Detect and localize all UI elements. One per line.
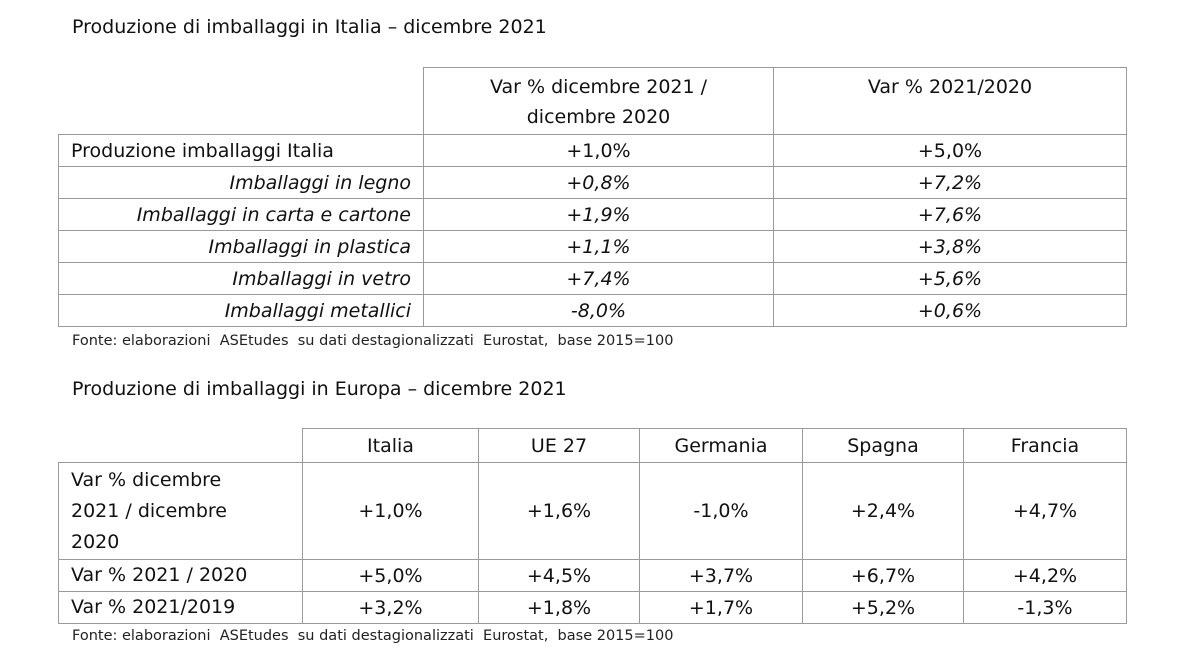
cell-francia-value: -1,3%: [963, 591, 1127, 624]
cell-germania-value: +3,7%: [639, 559, 803, 592]
cell-dec-value: +1,1%: [423, 230, 774, 263]
table-row: Imballaggi in plastica +1,1% +3,8%: [58, 230, 1127, 263]
cell-germania-value: -1,0%: [639, 462, 803, 560]
table-row: Var % 2021/2019 +3,2% +1,8% +1,7% +5,2% …: [58, 591, 1127, 624]
cell-spagna-value: +6,7%: [802, 559, 964, 592]
cell-italia-value: +1,0%: [302, 462, 479, 560]
cell-spagna-value: +2,4%: [802, 462, 964, 560]
header-cell-year-variation: Var % 2021/2020: [773, 67, 1127, 135]
table-header-row: Var % dicembre 2021 / dicembre 2020 Var …: [58, 67, 1127, 135]
cell-germania-value: +1,7%: [639, 591, 803, 624]
row-label: Produzione imballaggi Italia: [58, 134, 424, 167]
cell-year-value: +7,2%: [773, 166, 1127, 199]
row-label: Var % dicembre 2021 / dicembre 2020: [58, 462, 303, 560]
cell-year-value: +0,6%: [773, 294, 1127, 327]
cell-dec-value: -8,0%: [423, 294, 774, 327]
header-cell-dec-variation: Var % dicembre 2021 / dicembre 2020: [423, 67, 774, 135]
header-cell-empty: [58, 428, 303, 463]
table-row: Imballaggi in carta e cartone +1,9% +7,6…: [58, 198, 1127, 231]
row-label-text: Var % dicembre 2021 / dicembre 2020: [71, 468, 227, 553]
italy-table-source-note: Fonte: elaborazioni ASEtudes su dati des…: [72, 333, 674, 349]
italy-table-title: Produzione di imballaggi in Italia – dic…: [72, 16, 547, 38]
cell-year-value: +7,6%: [773, 198, 1127, 231]
row-label: Imballaggi in plastica: [58, 230, 424, 263]
europe-table-title: Produzione di imballaggi in Europa – dic…: [72, 378, 567, 400]
row-label: Imballaggi in legno: [58, 166, 424, 199]
cell-ue27-value: +1,6%: [478, 462, 640, 560]
table-row: Imballaggi metallici -8,0% +0,6%: [58, 294, 1127, 327]
table-header-row: Italia UE 27 Germania Spagna Francia: [58, 428, 1127, 463]
header-cell-ue27: UE 27: [478, 428, 640, 463]
table-row: Imballaggi in vetro +7,4% +5,6%: [58, 262, 1127, 295]
cell-ue27-value: +1,8%: [478, 591, 640, 624]
header-cell-germania: Germania: [639, 428, 803, 463]
row-label: Var % 2021/2019: [58, 591, 303, 624]
table-row: Var % 2021 / 2020 +5,0% +4,5% +3,7% +6,7…: [58, 559, 1127, 592]
cell-spagna-value: +5,2%: [802, 591, 964, 624]
cell-francia-value: +4,7%: [963, 462, 1127, 560]
header-dec-variation-text: Var % dicembre 2021 / dicembre 2020: [489, 76, 708, 128]
cell-dec-value: +7,4%: [423, 262, 774, 295]
cell-year-value: +5,0%: [773, 134, 1127, 167]
header-cell-francia: Francia: [963, 428, 1127, 463]
cell-italia-value: +5,0%: [302, 559, 479, 592]
table-row: Produzione imballaggi Italia +1,0% +5,0%: [58, 134, 1127, 167]
table-row: Var % dicembre 2021 / dicembre 2020 +1,0…: [58, 462, 1127, 560]
cell-italia-value: +3,2%: [302, 591, 479, 624]
header-cell-spagna: Spagna: [802, 428, 964, 463]
europe-packaging-table: Italia UE 27 Germania Spagna Francia Var…: [58, 428, 1127, 624]
row-label: Imballaggi in vetro: [58, 262, 424, 295]
cell-dec-value: +1,0%: [423, 134, 774, 167]
row-label: Var % 2021 / 2020: [58, 559, 303, 592]
cell-dec-value: +0,8%: [423, 166, 774, 199]
cell-ue27-value: +4,5%: [478, 559, 640, 592]
header-cell-empty: [58, 67, 424, 135]
italy-packaging-table: Var % dicembre 2021 / dicembre 2020 Var …: [58, 67, 1127, 327]
cell-francia-value: +4,2%: [963, 559, 1127, 592]
table-row: Imballaggi in legno +0,8% +7,2%: [58, 166, 1127, 199]
header-cell-italia: Italia: [302, 428, 479, 463]
row-label: Imballaggi in carta e cartone: [58, 198, 424, 231]
row-label: Imballaggi metallici: [58, 294, 424, 327]
cell-year-value: +5,6%: [773, 262, 1127, 295]
europe-table-source-note: Fonte: elaborazioni ASEtudes su dati des…: [72, 628, 674, 644]
cell-year-value: +3,8%: [773, 230, 1127, 263]
cell-dec-value: +1,9%: [423, 198, 774, 231]
